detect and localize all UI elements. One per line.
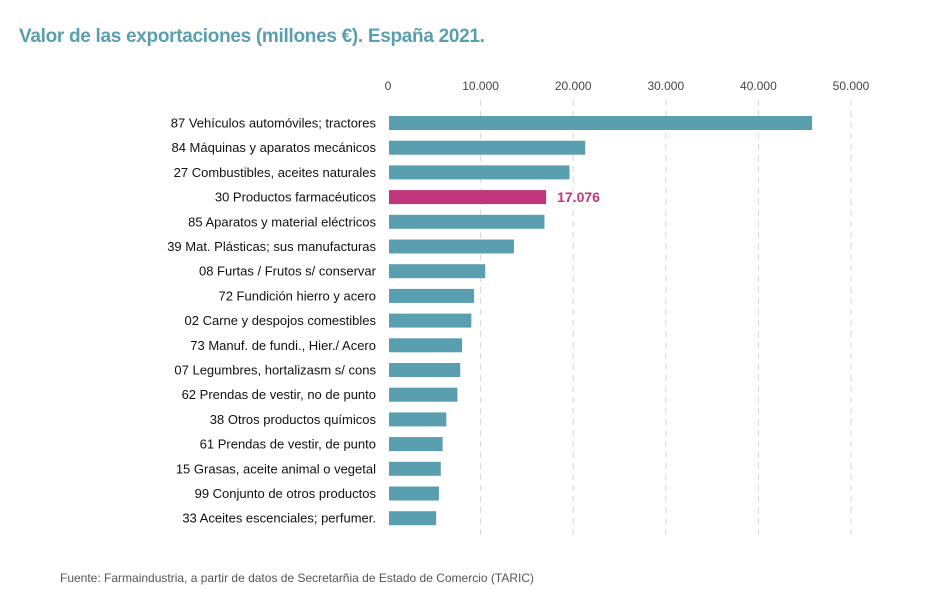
- bar: [389, 363, 461, 377]
- bar: [389, 116, 813, 130]
- bar: [389, 190, 547, 205]
- bar: [389, 239, 514, 254]
- category-label: 39 Mat. Plásticas; sus manufacturas: [167, 239, 376, 254]
- bar: [389, 387, 458, 402]
- x-tick-label: 20.000: [555, 79, 592, 93]
- category-label: 27 Combustibles, aceites naturales: [174, 165, 377, 180]
- category-label: 30 Productos farmacéuticos: [215, 190, 377, 205]
- data-label: 17.076: [557, 189, 600, 205]
- category-label: 87 Vehículos automóviles; tractores: [171, 116, 377, 131]
- bar-chart: 0 10.000 20.000 30.000 40.000 50.000 87 Vehíc…: [167, 79, 870, 540]
- bar: [389, 165, 570, 180]
- bar: [389, 338, 463, 353]
- bar: [389, 511, 437, 526]
- x-tick-label: 10.000: [462, 79, 499, 93]
- bar: [389, 288, 475, 303]
- category-label: 99 Conjunto de otros productos: [195, 486, 377, 501]
- category-label: 72 Fundición hierro y acero: [218, 288, 376, 303]
- category-label: 08 Furtas / Frutos s/ conservar: [199, 264, 377, 279]
- bar: [389, 214, 545, 229]
- category-label: 38 Otros productos químicos: [210, 412, 377, 427]
- bar: [389, 264, 486, 279]
- bar: [389, 486, 439, 501]
- category-label: 73 Manuf. de fundi., Hier./ Acero: [190, 338, 376, 353]
- source-note: Fuente: Farmaindustria, a partir de dato…: [60, 571, 534, 585]
- category-label: 33 Aceites escenciales; perfumer.: [182, 511, 376, 526]
- bar: [389, 412, 447, 427]
- bar: [389, 313, 472, 328]
- bar: [389, 437, 443, 452]
- category-labels: 87 Vehículos automóviles; tractores 84 Má…: [167, 116, 600, 526]
- x-axis-ticks: 0 10.000 20.000 30.000 40.000 50.000: [385, 79, 870, 93]
- category-label: 62 Prendas de vestir, no de punto: [182, 387, 376, 402]
- x-tick-label: 0: [385, 79, 392, 93]
- bars: [389, 116, 813, 526]
- x-tick-label: 50.000: [833, 79, 870, 93]
- chart-title: Valor de las exportaciones (millones €).…: [19, 26, 485, 47]
- gridlines: [480, 100, 852, 540]
- x-tick-label: 30.000: [647, 79, 684, 93]
- category-label: 85 Aparatos y material eléctricos: [188, 214, 376, 229]
- x-tick-label: 40.000: [740, 79, 777, 93]
- category-label: 61 Prendas de vestir, de punto: [200, 437, 376, 452]
- bar: [389, 461, 441, 476]
- category-label: 84 Máquinas y aparatos mecánicos: [171, 140, 376, 155]
- category-label: 02 Carne y despojos comestibles: [185, 313, 377, 328]
- category-label: 15 Grasas, aceite animal o vegetal: [176, 461, 376, 476]
- category-label: 07 Legumbres, hortalizasm s/ cons: [174, 363, 376, 378]
- bar: [389, 140, 586, 155]
